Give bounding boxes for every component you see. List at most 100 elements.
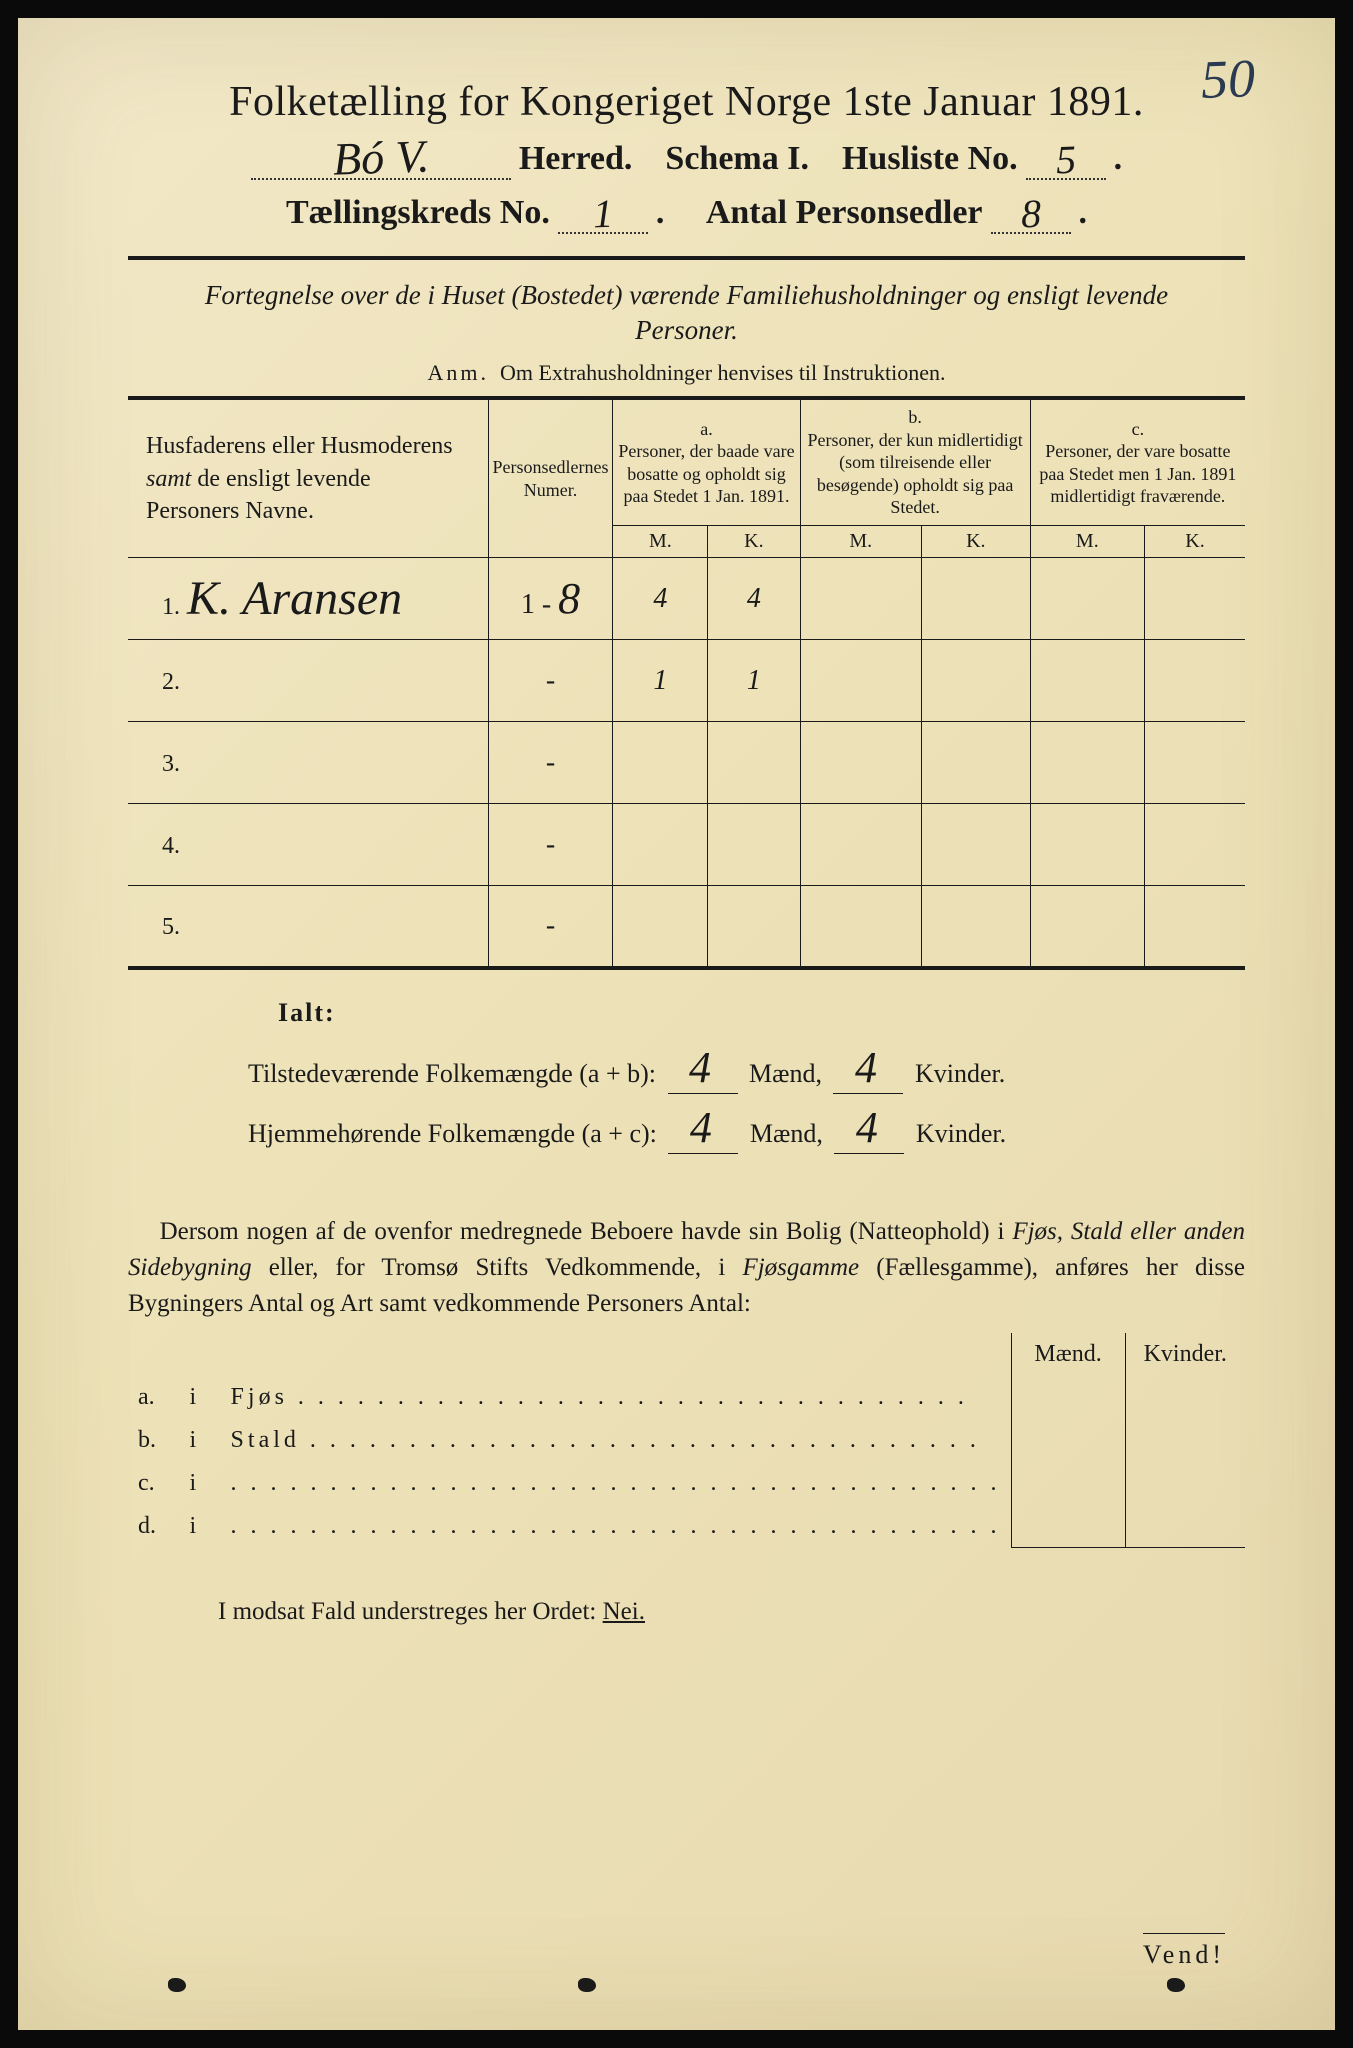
row-i: i (180, 1376, 221, 1419)
cell-a-k: 1 (708, 640, 800, 722)
cell-a-m: 1 (613, 640, 708, 722)
col-name-header: Husfaderens eller Husmoderens samt de en… (128, 398, 488, 558)
totals-block: Ialt: Tilstedeværende Folkemængde (a + b… (248, 998, 1245, 1154)
cell-c-m (1030, 558, 1144, 640)
kreds-label: Tællingskreds No. (286, 194, 550, 232)
ink-mark (1167, 1978, 1185, 1992)
ink-mark (578, 1978, 596, 1992)
col-num-header: Personsedlernes Numer. (488, 398, 613, 558)
husliste-label: Husliste No. (842, 140, 1018, 178)
kreds-value: 1 (592, 198, 613, 231)
hjemme-m: 4 (690, 1103, 717, 1152)
document-title: Folketælling for Kongeriget Norge 1ste J… (128, 78, 1245, 126)
nei-word: Nei. (603, 1598, 645, 1625)
row-number: 2. (148, 669, 180, 695)
census-form-page: 50 Folketælling for Kongeriget Norge 1st… (18, 18, 1335, 2030)
page-number-handwritten: 50 (1200, 47, 1256, 111)
row-key: b. (128, 1419, 180, 1462)
table-row: 3. - (128, 722, 1245, 804)
household-table: Husfaderens eller Husmoderens samt de en… (128, 396, 1245, 970)
col-c-m: M. (1030, 526, 1144, 558)
num-cell: - (488, 640, 613, 722)
tilstede-m: 4 (689, 1043, 716, 1092)
tilstede-line: Tilstedeværende Folkemængde (a + b): 4 M… (248, 1042, 1245, 1094)
hjemme-k: 4 (856, 1103, 883, 1152)
header-line-2: Tællingskreds No. 1 . Antal Personsedler… (128, 194, 1245, 234)
building-row: c. i . . . . . . . . . . . . . . . . . .… (128, 1462, 1245, 1505)
building-label: . . . . . . . . . . . . . . . . . . . . … (221, 1462, 1012, 1505)
anm-label: Anm. (428, 360, 490, 385)
header-line-1: Bó V. Herred. Schema I. Husliste No. 5 . (128, 136, 1245, 180)
rule (128, 256, 1245, 260)
row-key: c. (128, 1462, 180, 1505)
col-b-k: K. (922, 526, 1031, 558)
anm-text: Om Extrahusholdninger henvises til Instr… (500, 360, 945, 385)
col-a-m: M. (613, 526, 708, 558)
row-number: 3. (148, 751, 180, 777)
cell-b-k (922, 640, 1031, 722)
row-i: i (180, 1419, 221, 1462)
row-number: 5. (148, 914, 180, 940)
table-row: 1. K. Aransen 1 - 8 4 4 (128, 558, 1245, 640)
row-key: d. (128, 1505, 180, 1548)
table-row: 2. - 1 1 (128, 640, 1245, 722)
col-b-m: M. (800, 526, 921, 558)
row-key: a. (128, 1376, 180, 1419)
num-cell: - (488, 722, 613, 804)
fortegnelse-text: Fortegnelse over de i Huset (Bostedet) v… (168, 278, 1205, 348)
anm-line: Anm. Om Extrahusholdninger henvises til … (128, 360, 1245, 386)
vend-label: Vend! (1143, 1933, 1225, 1970)
schema-label: Schema I. (665, 140, 809, 178)
building-row: a. i Fjøs . . . . . . . . . . . . . . . … (128, 1376, 1245, 1419)
num-cell: - (488, 886, 613, 968)
col-a-text: Personer, der baade vare bosatte og opho… (618, 441, 794, 506)
building-label: Stald . . . . . . . . . . . . . . . . . … (221, 1419, 1012, 1462)
col-b-text: Personer, der kun midlertidigt (som tilr… (808, 430, 1023, 518)
ialt-label: Ialt: (278, 998, 1245, 1028)
row-number: 4. (148, 833, 180, 859)
cell-b-m (800, 558, 921, 640)
buildings-maend-header: Mænd. (1011, 1333, 1125, 1376)
husliste-value: 5 (1055, 144, 1076, 177)
cell-b-m (800, 640, 921, 722)
personsedler-range: 1 - 8 (488, 558, 613, 640)
col-c-label: c. (1132, 419, 1145, 439)
table-row: 5. - (128, 886, 1245, 968)
row-i: i (180, 1462, 221, 1505)
cell-c-k (1144, 558, 1245, 640)
scan-frame: 50 Folketælling for Kongeriget Norge 1st… (0, 0, 1353, 2048)
building-row: d. i . . . . . . . . . . . . . . . . . .… (128, 1505, 1245, 1548)
household-name: K. Aransen (187, 572, 402, 625)
personsedler-value: 8 (1020, 198, 1041, 231)
col-b-header: b. Personer, der kun midlertidigt (som t… (800, 398, 1030, 526)
cell-a-k: 4 (708, 558, 800, 640)
building-row: b. i Stald . . . . . . . . . . . . . . .… (128, 1419, 1245, 1462)
hjemme-line: Hjemmehørende Folkemængde (a + c): 4 Mæn… (248, 1102, 1245, 1154)
num-cell: - (488, 804, 613, 886)
col-b-label: b. (908, 407, 922, 427)
ink-mark (168, 1978, 186, 1992)
cell-a-m: 4 (613, 558, 708, 640)
table-row: 4. - (128, 804, 1245, 886)
col-c-header: c. Personer, der vare bosatte paa Stedet… (1030, 398, 1245, 526)
col-a-k: K. (708, 526, 800, 558)
tilstede-k: 4 (855, 1043, 882, 1092)
cell-c-m (1030, 640, 1144, 722)
col-c-text: Personer, der vare bosatte paa Stedet me… (1039, 441, 1236, 506)
personsedler-label: Antal Personsedler (706, 194, 983, 232)
buildings-kvinder-header: Kvinder. (1125, 1333, 1245, 1376)
cell-c-k (1144, 640, 1245, 722)
row-number: 1. (148, 594, 180, 620)
building-label: . . . . . . . . . . . . . . . . . . . . … (221, 1505, 1012, 1548)
dersom-paragraph: Dersom nogen af de ovenfor medregnede Be… (128, 1214, 1245, 1323)
herred-value: Bó V. (332, 138, 430, 178)
herred-label: Herred. (519, 140, 633, 178)
row-i: i (180, 1505, 221, 1548)
modsat-line: I modsat Fald understreges her Ordet: Ne… (218, 1598, 1245, 1626)
col-c-k: K. (1144, 526, 1245, 558)
cell-b-k (922, 558, 1031, 640)
building-label: Fjøs . . . . . . . . . . . . . . . . . .… (221, 1376, 1012, 1419)
col-a-header: a. Personer, der baade vare bosatte og o… (613, 398, 800, 526)
col-a-label: a. (700, 419, 713, 439)
buildings-table: Mænd. Kvinder. a. i Fjøs . . . . . . . .… (128, 1333, 1245, 1549)
